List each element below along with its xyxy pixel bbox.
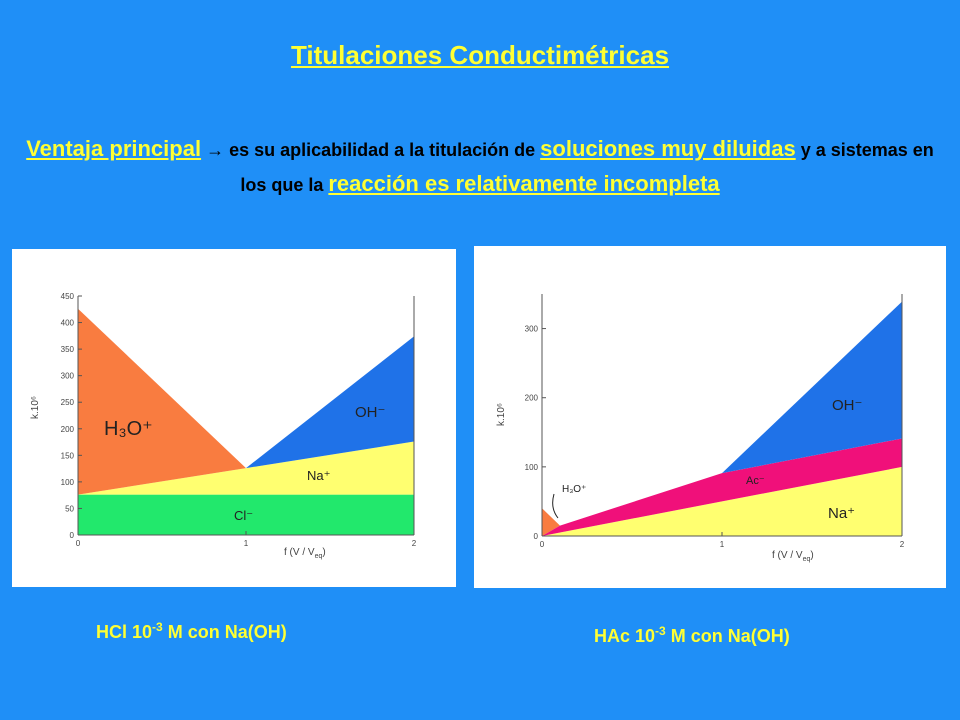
caption-hcl: HCl 10-3 M con Na(OH)	[96, 620, 287, 642]
y-tick-label: 200	[61, 425, 75, 434]
intro-text: Ventaja principal → es su aplicabilidad …	[20, 132, 940, 202]
intro-part-2: es su aplicabilidad a la titulación de	[224, 140, 541, 160]
x-tick-label: 1	[244, 539, 249, 548]
y-tick-label: 150	[61, 451, 75, 460]
y-tick-label: 0	[534, 532, 539, 541]
area-h3o	[542, 508, 560, 536]
area-na	[78, 441, 414, 495]
y-tick-label: 450	[61, 292, 75, 301]
y-axis-label: k.10⁶	[30, 396, 41, 419]
arrow-icon: →	[206, 140, 225, 160]
y-tick-label: 250	[61, 398, 75, 407]
area-h3o	[78, 308, 246, 495]
area-ac	[542, 438, 902, 536]
y-tick-label: 300	[61, 372, 75, 381]
y-tick-label: 0	[70, 531, 75, 540]
y-tick-label: 100	[525, 463, 539, 472]
highlight-main-advantage: Ventaja principal	[26, 136, 202, 161]
chart-hcl: 0 50 100 150 200 250 300 350 400 450 0 1 2 k.10⁶ f …	[30, 292, 417, 560]
x-tick-group: 0 1 2	[540, 532, 905, 549]
y-tick-label: 300	[525, 325, 539, 334]
x-tick-label: 0	[540, 540, 545, 549]
x-tick-label: 2	[412, 539, 417, 548]
y-tick-label: 400	[61, 319, 75, 328]
y-tick-label: 350	[61, 345, 75, 354]
area-cl	[78, 494, 414, 535]
x-tick-label: 0	[76, 539, 81, 548]
y-tick-label: 200	[525, 394, 539, 403]
area-oh	[722, 301, 902, 474]
slide-title: Titulaciones Conductimétricas	[290, 40, 670, 70]
highlight-dilute-solutions: soluciones muy diluidas	[540, 136, 796, 161]
y-axis-label: k.10⁶	[496, 403, 507, 426]
label-cl: Cl⁻	[234, 508, 253, 523]
h3o-pointer-arrow	[552, 493, 559, 519]
chart-hac: 0 100 200 300 0 1 2 k.10⁶ f (V / Veq) H₃O⁺ OH…	[496, 294, 905, 563]
chart-panel-hac: 0 100 200 300 0 1 2 k.10⁶ f (V / Veq) H₃O⁺ OH…	[474, 246, 946, 588]
y-tick-label: 100	[61, 478, 75, 487]
x-tick-label: 2	[900, 540, 905, 549]
y-tick-group: 0 100 200 300	[525, 325, 546, 541]
x-axis-label: f (V / Veq)	[284, 547, 326, 560]
label-oh: OH⁻	[355, 404, 385, 421]
y-tick-label: 50	[65, 504, 74, 513]
x-tick-group: 0 1 2	[76, 531, 417, 548]
x-axis-label: f (V / Veq)	[772, 550, 814, 563]
intro-part-4: y a sistemas en los que la	[240, 140, 934, 195]
area-na	[542, 466, 902, 536]
highlight-incomplete-reaction: reacción es relativamente incompleta	[328, 171, 720, 196]
label-ac: Ac⁻	[746, 475, 765, 487]
y-tick-group: 0 50 100 150 200 250 300 350 400 450	[61, 292, 82, 540]
label-h3o: H₃O⁺	[104, 418, 153, 440]
x-tick-label: 1	[720, 540, 725, 549]
label-na: Na⁺	[828, 505, 855, 522]
label-na: Na⁺	[307, 468, 330, 483]
chart-panel-hcl: 0 50 100 150 200 250 300 350 400 450 0 1 2 k.10⁶ f …	[12, 249, 456, 587]
label-oh: OH⁻	[832, 397, 862, 414]
caption-hac: HAc 10-3 M con Na(OH)	[594, 624, 790, 646]
label-h3o: H₃O⁺	[562, 484, 586, 495]
